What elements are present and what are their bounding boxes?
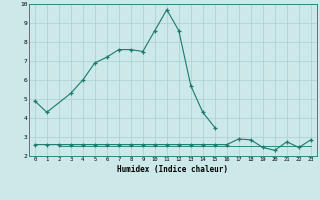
X-axis label: Humidex (Indice chaleur): Humidex (Indice chaleur) — [117, 165, 228, 174]
